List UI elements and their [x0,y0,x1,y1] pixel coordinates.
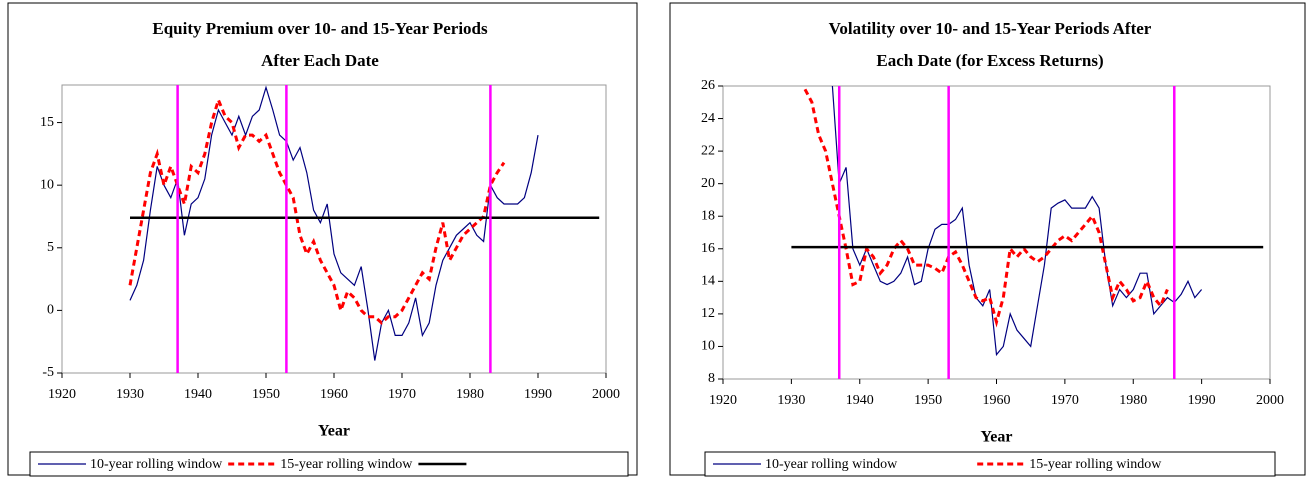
x-tick-label: 1950 [252,387,280,402]
legend-label: 15-year rolling window [280,457,413,472]
x-tick-label: 2000 [592,387,620,402]
data-line [128,95,506,325]
chart-title: Each Date (for Excess Returns) [876,51,1103,70]
y-tick-label: 24 [701,111,715,126]
y-tick-label: 0 [47,303,54,318]
x-tick-label: 1930 [116,387,144,402]
chart-frame [7,2,638,476]
x-tick-label: 2000 [1256,393,1284,408]
chart-frame [669,2,1306,476]
chart-title: Volatility over 10- and 15-Year Periods … [829,19,1152,38]
x-axis-title: Year [318,423,350,440]
y-tick-label: 16 [701,241,715,256]
x-tick-label: 1980 [1119,393,1147,408]
y-tick-label: 10 [701,339,715,354]
y-tick-label: 26 [701,78,715,93]
x-tick-label: 1990 [1188,393,1216,408]
x-tick-label: 1990 [524,387,552,402]
x-axis-title: Year [981,429,1013,446]
chart-title: After Each Date [261,51,379,70]
x-tick-label: 1920 [709,393,737,408]
y-tick-label: 8 [708,371,715,386]
y-tick-label: 20 [701,176,715,191]
legend [29,451,629,477]
y-tick-label: 15 [40,115,54,130]
y-tick-label: 18 [701,208,715,223]
y-tick-label: 5 [47,240,54,255]
x-tick-label: 1920 [48,387,76,402]
y-tick-label: 12 [701,306,715,321]
x-tick-label: 1960 [320,387,348,402]
data-line [129,85,539,361]
x-tick-label: 1980 [456,387,484,402]
x-tick-label: 1970 [1051,393,1079,408]
y-tick-label: 10 [40,177,54,192]
legend-label: 10-year rolling window [765,457,898,472]
data-line [803,88,1169,328]
y-tick-label: -5 [42,365,54,380]
x-tick-label: 1940 [846,393,874,408]
x-tick-label: 1970 [388,387,416,402]
x-tick-label: 1940 [184,387,212,402]
y-tick-label: 14 [701,274,715,289]
y-tick-label: 22 [701,143,715,158]
x-tick-label: 1960 [983,393,1011,408]
legend-label: 10-year rolling window [90,457,223,472]
data-line [831,85,1203,357]
legend-label: 15-year rolling window [1029,457,1162,472]
x-tick-label: 1950 [914,393,942,408]
chart-title: Equity Premium over 10- and 15-Year Peri… [152,19,488,38]
x-tick-label: 1930 [777,393,805,408]
